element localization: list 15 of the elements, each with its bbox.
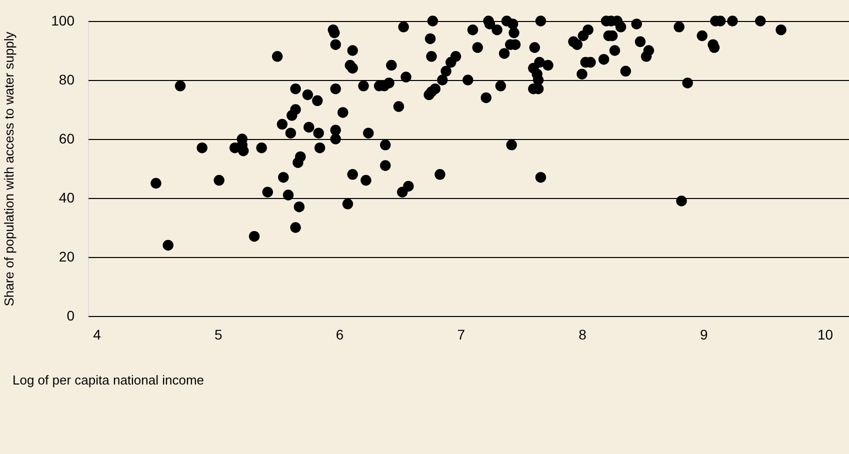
y-tick-label: 0 <box>66 308 75 324</box>
x-tick-label: 6 <box>336 326 344 342</box>
y-tick-label: 80 <box>58 72 75 88</box>
x-tick-label: 7 <box>457 326 466 342</box>
x-tick-label: 8 <box>578 326 587 342</box>
y-tick-label: 40 <box>58 190 75 206</box>
x-axis-title: Log of per capita national income <box>12 372 204 388</box>
x-tick-label: 10 <box>817 326 834 342</box>
x-tick-label: 9 <box>700 326 708 342</box>
x-tick-label: 4 <box>93 326 102 342</box>
y-axis-title: Share of population with access to water supply <box>2 31 16 306</box>
y-tick-label: 20 <box>58 248 75 264</box>
y-tick-label: 100 <box>51 12 75 28</box>
y-tick-label: 60 <box>58 130 75 146</box>
x-tick-label: 5 <box>214 326 222 342</box>
